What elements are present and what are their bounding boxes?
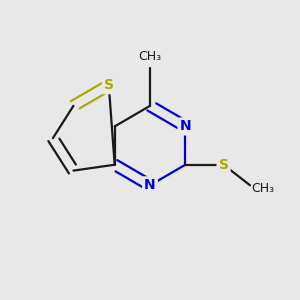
Text: S: S: [104, 78, 114, 92]
Text: N: N: [144, 178, 156, 192]
Text: S: S: [219, 158, 229, 172]
Text: N: N: [179, 119, 191, 134]
Text: CH₃: CH₃: [138, 50, 162, 63]
Text: CH₃: CH₃: [252, 182, 275, 195]
